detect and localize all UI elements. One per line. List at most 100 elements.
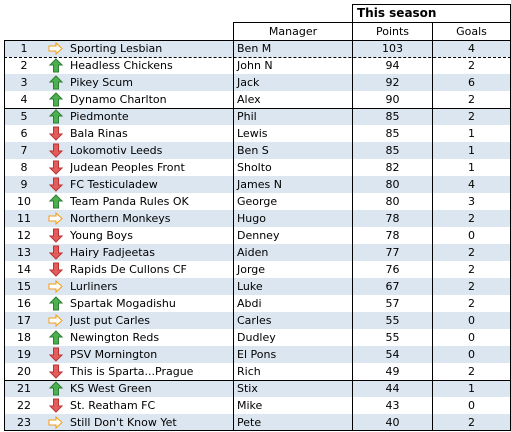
manager: Jack	[233, 74, 352, 91]
row-bg	[4, 227, 511, 244]
points: 76	[352, 261, 432, 278]
arrow-icon	[48, 58, 64, 73]
trend-arrow	[48, 295, 66, 312]
rank: 16	[17, 297, 31, 310]
points: 78	[352, 227, 432, 244]
row-bg	[4, 244, 511, 261]
manager: Carles	[233, 312, 352, 329]
trend-arrow	[48, 176, 66, 193]
rank: 15	[17, 280, 31, 293]
row-bg	[4, 261, 511, 278]
trend-arrow	[48, 363, 66, 380]
team-name: KS West Green	[70, 382, 152, 395]
goals: 1	[432, 142, 511, 159]
row-bg	[4, 74, 511, 91]
trend-arrow	[48, 125, 66, 142]
trend-arrow	[48, 244, 66, 261]
manager: Rich	[233, 363, 352, 380]
team-name: This is Sparta...Prague	[70, 365, 194, 378]
trend-arrow	[48, 57, 66, 74]
row-bg	[4, 414, 511, 431]
arrow-icon	[48, 398, 64, 413]
points: 77	[352, 244, 432, 261]
manager: Dudley	[233, 329, 352, 346]
goals: 1	[432, 125, 511, 142]
trend-arrow	[48, 278, 66, 295]
team-name: Team Panda Rules OK	[70, 195, 189, 208]
rank: 5	[20, 110, 28, 123]
manager: Aiden	[233, 244, 352, 261]
row-bg	[4, 278, 511, 295]
manager: John N	[233, 57, 352, 74]
rank: 1	[20, 42, 28, 55]
goals: 2	[432, 261, 511, 278]
arrow-icon	[48, 364, 64, 379]
manager: Ben S	[233, 142, 352, 159]
points: 82	[352, 159, 432, 176]
season-header: This season	[352, 4, 511, 23]
rank: 18	[17, 331, 31, 344]
row-bg	[4, 295, 511, 312]
trend-arrow	[48, 397, 66, 414]
manager: George	[233, 193, 352, 210]
rank: 3	[20, 76, 28, 89]
arrow-icon	[48, 177, 64, 192]
left-border	[4, 40, 5, 431]
manager: Denney	[233, 227, 352, 244]
arrow-icon	[48, 313, 63, 328]
team-name: Pikey Scum	[70, 76, 133, 89]
goals: 0	[432, 329, 511, 346]
points: 57	[352, 295, 432, 312]
team-name: Just put Carles	[70, 314, 151, 327]
arrow-icon	[48, 415, 63, 430]
rank: 12	[17, 229, 31, 242]
arrow-icon	[48, 245, 64, 260]
trend-arrow	[48, 227, 66, 244]
rank: 2	[20, 59, 28, 72]
row-bg	[4, 346, 511, 363]
row-bg	[4, 91, 511, 108]
points: 67	[352, 278, 432, 295]
row-bg	[4, 397, 511, 414]
points: 54	[352, 346, 432, 363]
goals: 2	[432, 108, 511, 125]
rank: 9	[20, 178, 28, 191]
goals: 1	[432, 159, 511, 176]
row-bg	[4, 142, 511, 159]
team-name: Still Don't Know Yet	[70, 416, 177, 429]
points: 40	[352, 414, 432, 431]
manager-header: Manager	[233, 22, 353, 41]
arrow-icon	[48, 41, 63, 56]
goals: 0	[432, 312, 511, 329]
trend-arrow	[48, 108, 66, 125]
arrow-icon	[48, 330, 64, 345]
trend-arrow	[48, 159, 66, 176]
arrow-icon	[48, 347, 64, 362]
arrow-icon	[48, 194, 64, 209]
team-name: Northern Monkeys	[70, 212, 171, 225]
arrow-icon	[48, 211, 63, 226]
trend-arrow	[48, 261, 66, 278]
row-bg	[4, 210, 511, 227]
row-bg	[4, 125, 511, 142]
team-name: Piedmonte	[70, 110, 129, 123]
points: 55	[352, 312, 432, 329]
divider	[4, 40, 511, 41]
row-bg	[4, 380, 511, 397]
team-name: Sporting Lesbian	[70, 42, 163, 55]
rank: 6	[20, 127, 28, 140]
row-bg	[4, 40, 511, 57]
team-name: Lurliners	[70, 280, 118, 293]
manager: Sholto	[233, 159, 352, 176]
row-bg	[4, 108, 511, 125]
row-bg	[4, 193, 511, 210]
trend-arrow	[48, 312, 66, 329]
divider	[4, 108, 511, 109]
arrow-icon	[48, 228, 64, 243]
goals: 2	[432, 295, 511, 312]
points: 85	[352, 125, 432, 142]
points: 85	[352, 108, 432, 125]
points: 43	[352, 397, 432, 414]
trend-arrow	[48, 346, 66, 363]
points: 44	[352, 380, 432, 397]
